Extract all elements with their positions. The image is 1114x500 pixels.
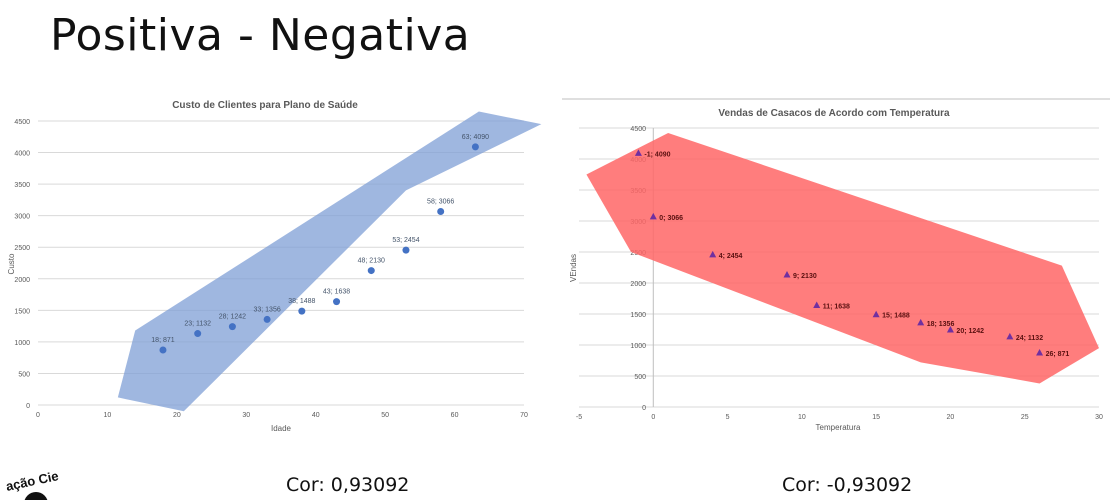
data-label: 24; 1132 — [1016, 335, 1043, 342]
logo: ação Cie — [0, 470, 80, 500]
y-axis-label: VEndas — [569, 254, 578, 282]
x-tick-label: 10 — [104, 412, 112, 419]
y-tick-label: 500 — [634, 374, 646, 381]
data-label: 38; 1488 — [288, 298, 315, 305]
logo-graphic: ação Cie — [4, 470, 60, 500]
data-label: 58; 3066 — [427, 199, 454, 206]
y-tick-label: 3000 — [14, 214, 30, 221]
y-tick-label: 4500 — [630, 126, 646, 133]
data-label: 33; 1356 — [253, 306, 280, 313]
data-point — [437, 208, 445, 216]
data-label: 26; 871 — [1046, 351, 1070, 358]
data-label: -1; 4090 — [644, 151, 670, 158]
data-point — [194, 330, 202, 338]
y-tick-label: 2000 — [630, 281, 646, 288]
data-label: 15; 1488 — [882, 313, 910, 320]
x-tick-label: 15 — [872, 414, 880, 421]
x-tick-label: 20 — [173, 412, 181, 419]
y-axis-label: Custo — [7, 253, 16, 274]
x-tick-label: 40 — [312, 412, 320, 419]
x-tick-label: 0 — [651, 414, 655, 421]
data-point — [471, 143, 479, 151]
data-label: 23; 1132 — [184, 321, 211, 328]
y-tick-label: 4500 — [14, 119, 30, 126]
data-label: 63; 4090 — [462, 134, 489, 141]
data-point — [333, 298, 341, 306]
y-tick-label: 2000 — [14, 277, 30, 284]
chart-health-cost: Custo de Clientes para Plano de Saúde Id… — [7, 100, 542, 433]
data-label: 0; 3066 — [659, 215, 683, 222]
data-point — [367, 267, 375, 275]
chart-title: Custo de Clientes para Plano de Saúde — [172, 100, 358, 111]
x-axis-label: Idade — [271, 424, 292, 433]
plot-area: 0 500 1000 1500 2000 2500 3000 3500 4000 4500 0 10 2… — [14, 111, 542, 419]
y-tick-label: 0 — [26, 403, 30, 410]
y-tick-label: 3500 — [14, 182, 30, 189]
data-point — [634, 149, 642, 156]
data-point — [1006, 332, 1014, 340]
data-point — [946, 325, 954, 333]
highlight-band — [586, 132, 1099, 384]
data-label: 18; 871 — [151, 337, 174, 344]
y-tick-label: 1500 — [630, 312, 646, 319]
data-point — [872, 310, 880, 318]
y-tick-label: 500 — [18, 371, 30, 378]
data-point — [159, 346, 167, 354]
data-label: 20; 1242 — [956, 328, 984, 335]
chart-title: Vendas de Casacos de Acordo com Temperat… — [718, 108, 950, 119]
highlight-band — [117, 111, 542, 412]
x-tick-label: 20 — [947, 414, 955, 421]
y-tick-label: 2500 — [14, 245, 30, 252]
data-label: 4; 2454 — [719, 253, 743, 260]
data-label: 28; 1242 — [219, 314, 246, 321]
data-point — [263, 315, 271, 323]
x-tick-label: 0 — [36, 412, 40, 419]
data-point — [402, 246, 410, 254]
correlation-caption-left: Cor: 0,93092 — [286, 474, 410, 496]
data-point — [709, 250, 717, 258]
x-tick-label: 30 — [242, 412, 250, 419]
x-tick-label: 50 — [381, 412, 389, 419]
data-label: 53; 2454 — [392, 237, 419, 244]
x-tick-label: 70 — [520, 412, 528, 419]
x-tick-label: 25 — [1021, 414, 1029, 421]
y-tick-label: 1500 — [14, 308, 30, 315]
data-point — [298, 307, 306, 315]
x-tick-label: 30 — [1095, 414, 1103, 421]
x-tick-label: 5 — [726, 414, 730, 421]
y-tick-label: 1000 — [14, 340, 30, 347]
chart-coat-sales: Vendas de Casacos de Acordo com Temperat… — [562, 98, 1110, 432]
data-point — [228, 323, 236, 331]
data-point — [1036, 348, 1044, 356]
x-tick-label: 10 — [798, 414, 806, 421]
data-point — [813, 301, 821, 308]
correlation-caption-right: Cor: -0,93092 — [782, 474, 913, 496]
slide-title: Positiva - Negativa — [50, 10, 471, 61]
data-point — [649, 212, 657, 220]
data-label: 48; 2130 — [358, 258, 385, 265]
y-tick-label: 1000 — [630, 343, 646, 350]
data-point — [917, 318, 925, 326]
x-tick-label: 60 — [451, 412, 459, 419]
svg-text:ação Cie: ação Cie — [4, 470, 59, 494]
y-tick-label: 0 — [642, 405, 646, 412]
data-label: 43; 1638 — [323, 289, 350, 296]
data-label: 18; 1356 — [927, 321, 955, 328]
data-point — [783, 270, 791, 278]
y-tick-label: 4000 — [14, 151, 30, 158]
plot-area: 050010001500200025003000350040004500-505… — [576, 126, 1103, 421]
data-label: 11; 1638 — [823, 303, 850, 310]
x-tick-label: -5 — [576, 414, 582, 421]
x-axis-label: Temperatura — [816, 423, 861, 432]
data-label: 9; 2130 — [793, 273, 817, 280]
